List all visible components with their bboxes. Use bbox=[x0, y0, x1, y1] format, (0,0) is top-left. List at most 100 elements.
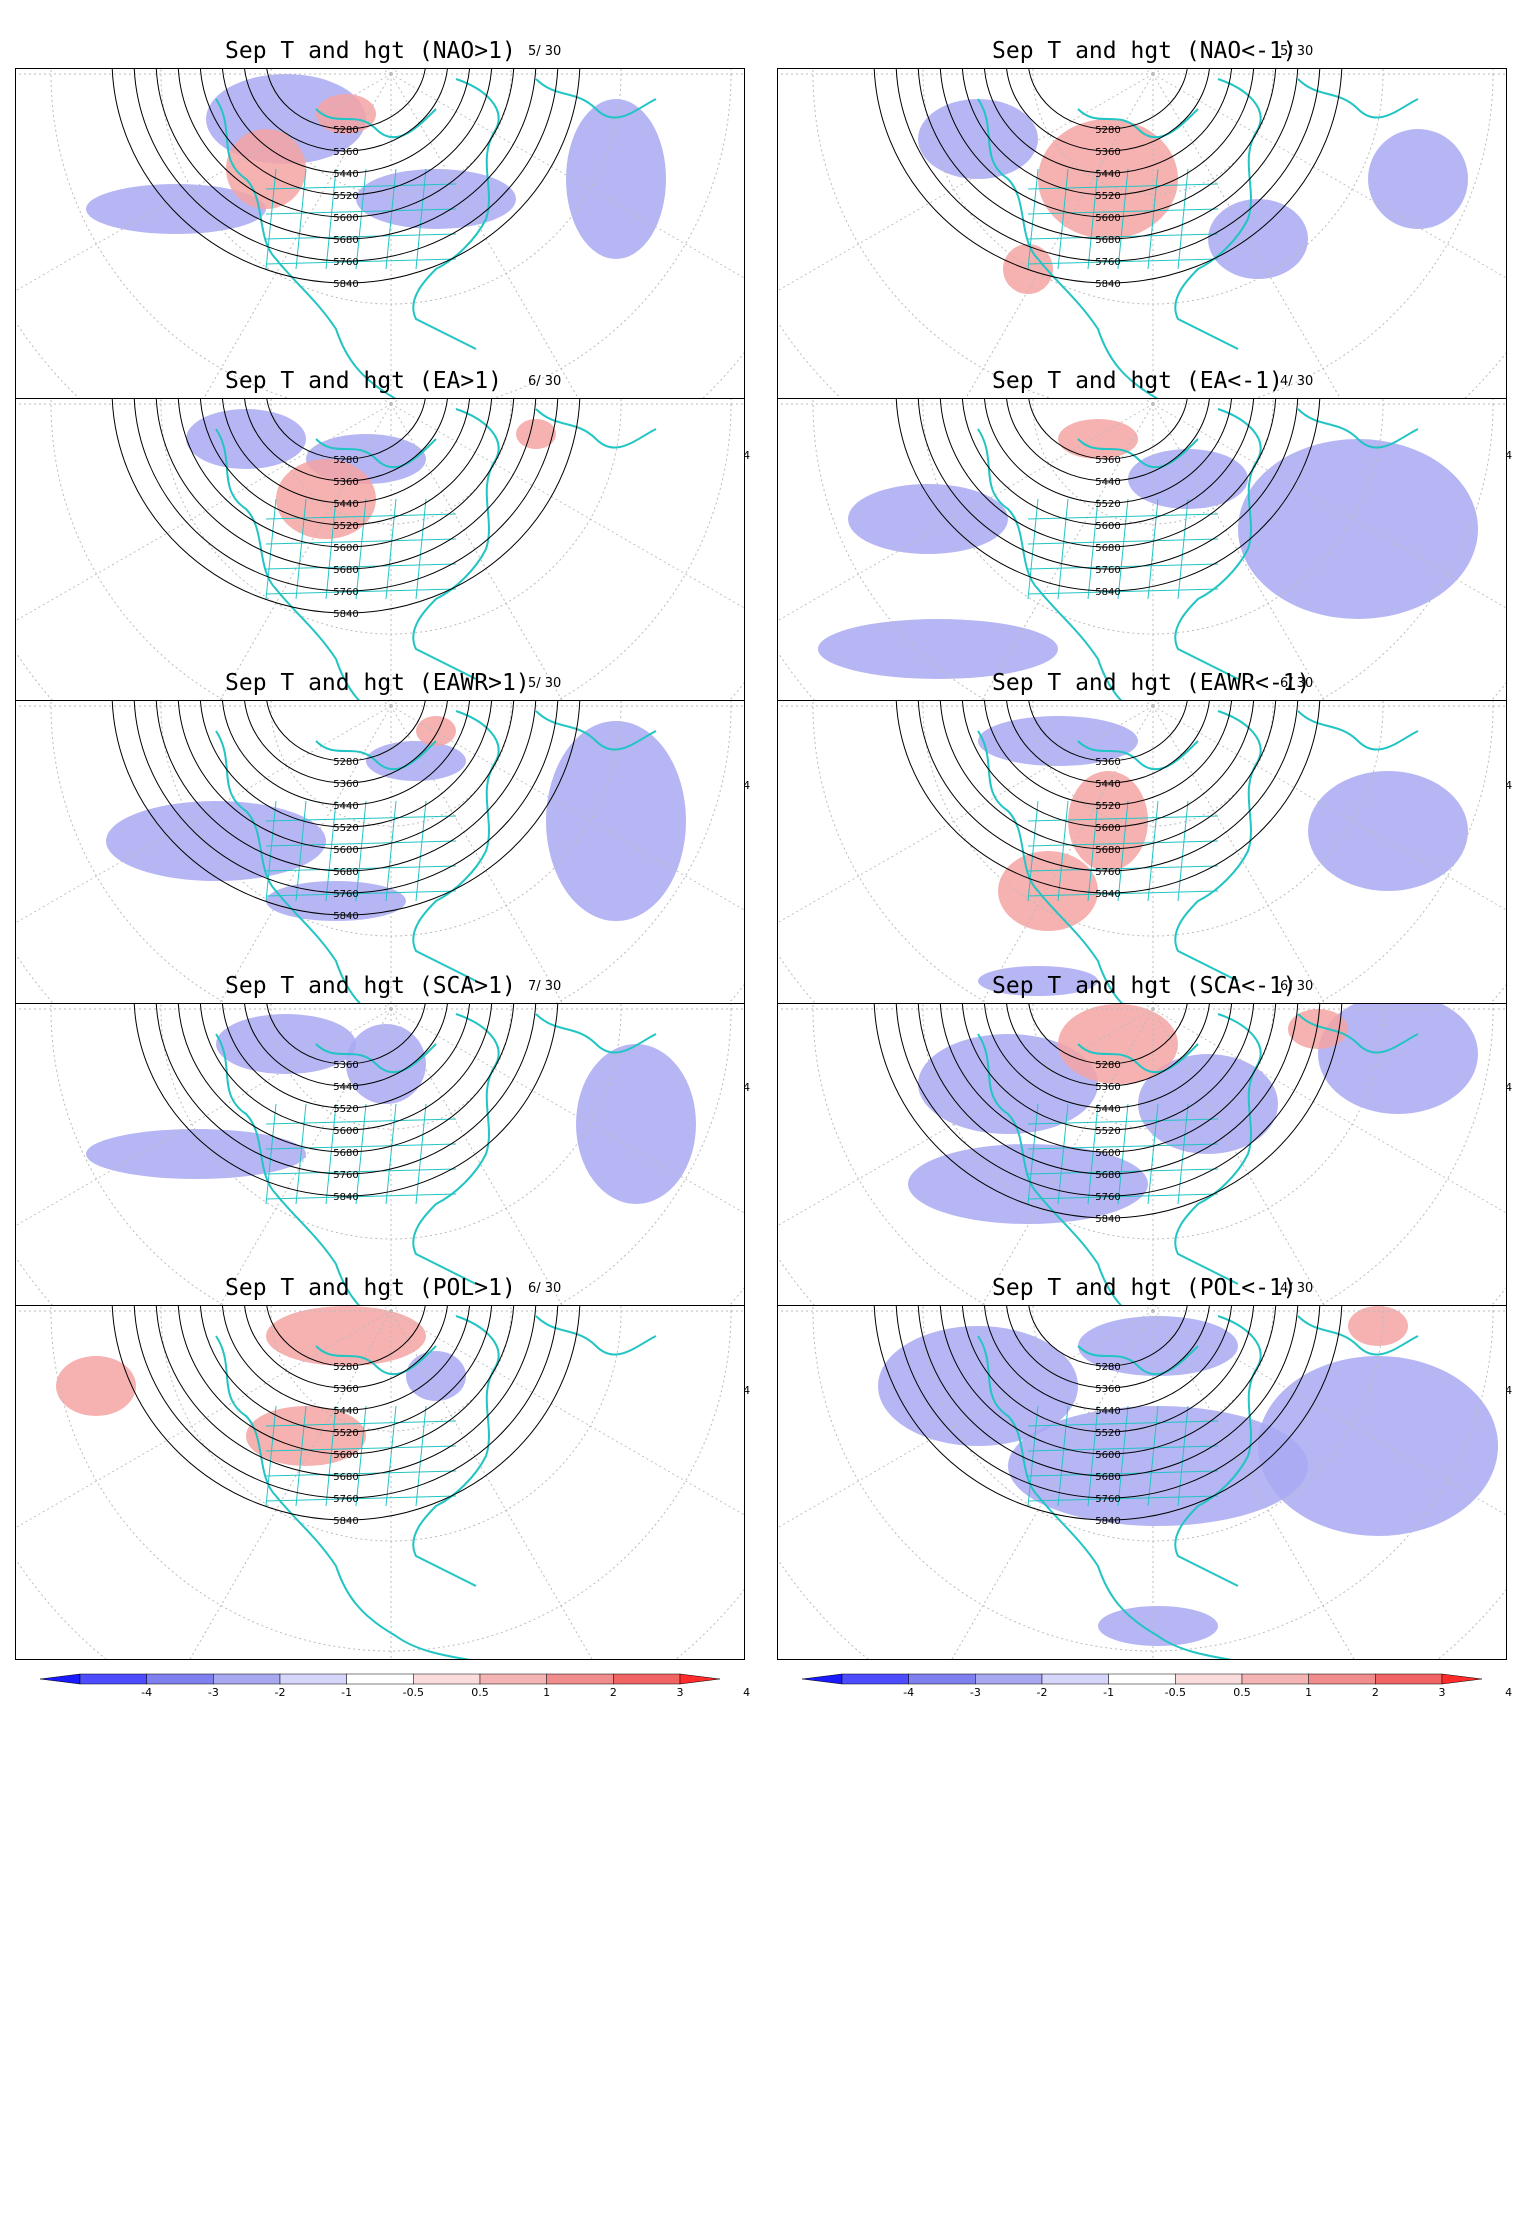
panel-title: Sep T and hgt (EAWR<-1) 6/ 30 bbox=[762, 660, 1520, 700]
contour-label: 5520 bbox=[333, 521, 358, 532]
state-border bbox=[1177, 498, 1189, 600]
warm-anomaly-region bbox=[316, 94, 376, 134]
height-contour bbox=[155, 69, 537, 240]
contour-label: 5840 bbox=[333, 1516, 358, 1527]
contour-label: 5760 bbox=[1095, 565, 1120, 576]
state-border bbox=[415, 1103, 427, 1205]
contour-label: 5600 bbox=[333, 1126, 358, 1137]
state-border bbox=[325, 800, 337, 902]
state-border bbox=[415, 1405, 427, 1507]
height-contour bbox=[1027, 69, 1189, 130]
colorbar-block bbox=[1241, 1673, 1309, 1685]
state-border bbox=[1177, 800, 1189, 902]
meridian-gridline bbox=[852, 399, 1154, 405]
height-contour bbox=[961, 1306, 1255, 1433]
colorbar-block bbox=[841, 1673, 909, 1685]
contour-label: 5360 bbox=[1095, 455, 1120, 466]
panel-title: Sep T and hgt (EA<-1) 4/ 30 bbox=[762, 358, 1520, 398]
contour-label: 5280 bbox=[333, 125, 358, 136]
contour-label: 5760 bbox=[333, 889, 358, 900]
height-contour bbox=[1027, 399, 1189, 460]
meridian-gridline bbox=[16, 701, 392, 707]
colorbar-tick-label: -1 bbox=[341, 1686, 352, 1699]
contour-label: 5840 bbox=[1095, 1516, 1120, 1527]
state-border bbox=[355, 1103, 367, 1205]
state-border bbox=[1027, 498, 1039, 600]
contour-label: 5440 bbox=[333, 169, 358, 180]
contour-label: 5680 bbox=[333, 565, 358, 576]
height-contour bbox=[155, 701, 537, 872]
height-contour bbox=[221, 69, 471, 174]
meridian-gridline bbox=[390, 73, 692, 422]
state-border bbox=[1117, 1103, 1129, 1205]
state-border bbox=[1027, 233, 1219, 240]
panel-title: Sep T and hgt (NAO>1) 5/ 30 bbox=[0, 28, 760, 68]
coastline bbox=[215, 710, 657, 1054]
colorbar-tick-label: -0.5 bbox=[403, 1686, 424, 1699]
state-border bbox=[1027, 1420, 1219, 1427]
colorbar-block bbox=[346, 1673, 414, 1685]
height-contour bbox=[983, 69, 1233, 174]
cool-anomaly-region bbox=[546, 721, 686, 921]
warm-anomaly-region bbox=[276, 459, 376, 539]
contour-label: 5440 bbox=[1095, 477, 1120, 488]
contour-label: 5680 bbox=[1095, 235, 1120, 246]
state-border bbox=[265, 1445, 457, 1452]
height-contour bbox=[939, 1004, 1277, 1153]
panel-title-text: Sep T and hgt (SCA<-1) bbox=[992, 973, 1297, 999]
height-contour bbox=[917, 399, 1299, 570]
contour-label: 5760 bbox=[1095, 867, 1120, 878]
meridian-gridline bbox=[390, 73, 744, 375]
meridian-gridline bbox=[390, 705, 692, 1054]
map-area: 5360 5440 5520 5600 5680 5760 5840 bbox=[778, 399, 1506, 752]
colorbar-tick-label: -1 bbox=[1103, 1686, 1114, 1699]
state-border bbox=[265, 1495, 457, 1502]
sample-count: 6/ 30 bbox=[1280, 979, 1314, 994]
map-panel: Sep T and hgt (SCA<-1) 6/ 30 5280 5360 5440 5… bbox=[762, 963, 1520, 1409]
state-border bbox=[265, 258, 457, 265]
contour-label: 5760 bbox=[1095, 1494, 1120, 1505]
state-border bbox=[1057, 1103, 1069, 1205]
state-border bbox=[1027, 800, 1039, 902]
map-panel: Sep T and hgt (POL>1) 6/ 30 5280 5360 5440 55… bbox=[0, 1265, 760, 1711]
map-panel: Sep T and hgt (EAWR<-1) 6/ 30 5360 5440 5520… bbox=[762, 660, 1520, 1106]
meridian-gridline bbox=[1152, 403, 1506, 705]
cool-anomaly-region bbox=[978, 966, 1098, 996]
state-border bbox=[1027, 563, 1219, 570]
meridian-gridline bbox=[390, 403, 744, 705]
colorbar-block bbox=[479, 1673, 547, 1685]
colorbar-tick-label: 4 bbox=[1505, 449, 1512, 462]
colorbar-tick-label: 4 bbox=[1505, 1384, 1512, 1397]
meridian-gridline bbox=[90, 1008, 392, 1357]
height-contour bbox=[1027, 1004, 1189, 1065]
state-border bbox=[355, 800, 367, 902]
contour-label: 5280 bbox=[1095, 125, 1120, 136]
state-border bbox=[1027, 1470, 1219, 1477]
meridian-gridline bbox=[90, 701, 392, 707]
height-contour bbox=[1027, 1306, 1189, 1367]
panel-title-text: Sep T and hgt (EAWR<-1) bbox=[992, 670, 1311, 696]
panel-title: Sep T and hgt (SCA>1) 7/ 30 bbox=[0, 963, 760, 1003]
state-border bbox=[325, 1103, 337, 1205]
meridian-gridline bbox=[16, 403, 392, 705]
height-contour bbox=[177, 399, 515, 548]
map-area: 5360 5440 5520 5600 5680 5760 5840 bbox=[16, 1004, 744, 1357]
state-border bbox=[325, 1405, 337, 1507]
meridian-gridline bbox=[390, 1310, 692, 1659]
contour-label: 5680 bbox=[333, 1148, 358, 1159]
cool-anomaly-region bbox=[818, 619, 1058, 679]
cool-anomaly-region bbox=[366, 741, 466, 781]
state-border bbox=[265, 498, 277, 600]
state-border bbox=[325, 168, 337, 270]
contour-label: 5440 bbox=[333, 1406, 358, 1417]
height-contour bbox=[155, 1004, 537, 1175]
height-contour bbox=[895, 1004, 1321, 1197]
contour-label: 5520 bbox=[1095, 499, 1120, 510]
cool-anomaly-region bbox=[918, 99, 1038, 179]
state-border bbox=[415, 168, 427, 270]
height-contour bbox=[221, 701, 471, 806]
height-contour bbox=[243, 701, 449, 784]
height-contour bbox=[1005, 1306, 1211, 1389]
sample-count: 6/ 30 bbox=[528, 1281, 562, 1296]
colorbar-block bbox=[1175, 1673, 1243, 1685]
